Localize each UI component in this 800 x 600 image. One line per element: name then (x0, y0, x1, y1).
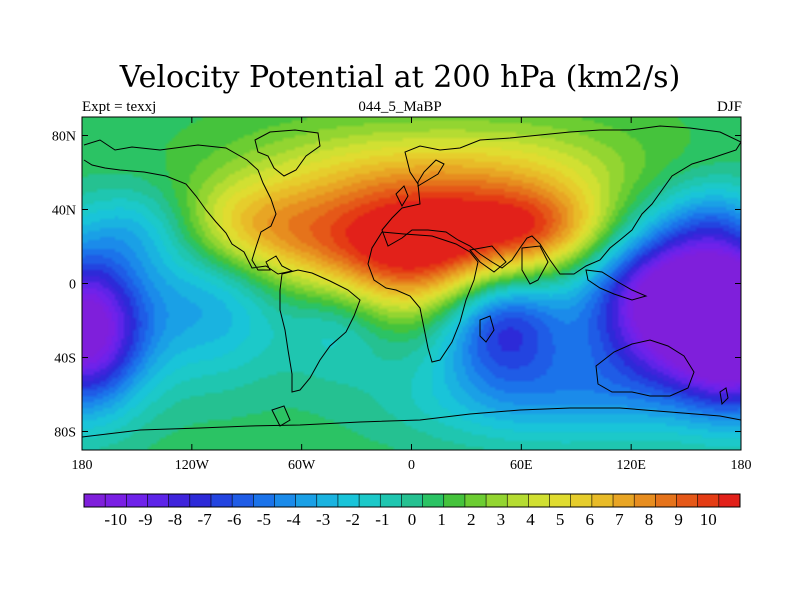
colorbar-swatch (634, 494, 656, 507)
lat-tick-label: 40S (54, 352, 76, 367)
colorbar-label: -4 (286, 510, 301, 529)
colorbar-swatch (613, 494, 635, 507)
coastline-africa (367, 231, 479, 363)
colorbar-swatch (105, 494, 127, 507)
colorbar-swatch (253, 494, 275, 507)
colorbar-swatch (464, 494, 487, 507)
colorbar-label: -7 (198, 510, 213, 529)
colorbar-label: -8 (168, 510, 182, 529)
colorbar-swatch (232, 494, 254, 507)
colorbar-swatch (549, 494, 572, 507)
coastlines (82, 125, 741, 438)
coastline-north-america (83, 139, 294, 275)
coastline-madagascar (479, 315, 495, 343)
colorbar-label: -5 (257, 510, 271, 529)
page-title: Velocity Potential at 200 hPa (km2/s) (119, 60, 681, 95)
colorbar-swatch (168, 494, 191, 507)
lon-tick-label: 0 (408, 458, 415, 473)
colorbar-label: 5 (556, 510, 565, 529)
colorbar-label: -10 (104, 510, 127, 529)
lat-tick-label: 0 (69, 278, 76, 293)
colorbar-swatch (486, 494, 508, 507)
colorbar-label: 7 (615, 510, 624, 529)
coastline-arabia (469, 245, 507, 273)
colorbar-label: 1 (437, 510, 446, 529)
colorbar-label: 2 (467, 510, 476, 529)
lat-tick-label: 80S (54, 426, 76, 441)
colorbar-swatch (655, 494, 677, 507)
colorbar-label: -2 (346, 510, 360, 529)
coastline-antarctic-peninsula (271, 405, 291, 427)
colorbar-label: 4 (526, 510, 535, 529)
colorbar-label: 3 (497, 510, 506, 529)
map-axes: 180 120W 60W 0 60E 120E 180 80N 40N 0 40S 80S (52, 117, 752, 473)
coastline-indonesia (585, 269, 648, 301)
colorbar-label: 6 (586, 510, 595, 529)
lon-tick-label: 180 (731, 458, 752, 473)
coastline-india (521, 245, 549, 285)
colorbar-swatch (528, 494, 550, 507)
colorbar-swatch (337, 494, 360, 507)
colorbar-swatch (401, 494, 423, 507)
colorbar-label: 8 (645, 510, 654, 529)
experiment-label: Expt = texxj (82, 99, 157, 115)
coastline-south-america (279, 269, 361, 393)
lat-tick-label: 40N (52, 204, 76, 219)
lon-tick-label: 180 (72, 458, 93, 473)
colorbar-swatch (380, 494, 402, 507)
colorbar-label: 9 (674, 510, 683, 529)
colorbar-swatch (718, 494, 741, 507)
season-label: DJF (716, 99, 742, 115)
colorbar-swatch (507, 494, 529, 507)
colorbar-swatch (189, 494, 212, 507)
colorbar-label: -1 (375, 510, 389, 529)
colorbar-label: -6 (227, 510, 241, 529)
coastline-antarctica (82, 407, 741, 438)
colorbar-swatch (147, 494, 169, 507)
lon-tick-label: 120W (175, 458, 210, 473)
colorbar: -10 -9 -8 -7 -6 -5 -4 -3 -2 -1 0 1 2 3 4 5 6 7 8 9 10 (83, 493, 741, 529)
colorbar-swatch (126, 494, 148, 507)
colorbar-swatch (84, 494, 106, 507)
colorbar-swatch (591, 494, 614, 507)
lon-tick-label: 60W (288, 458, 316, 473)
coastline-australia (595, 339, 695, 397)
velocity-potential-field (82, 117, 741, 450)
colorbar-swatch (295, 494, 318, 507)
colorbar-swatch (210, 494, 233, 507)
colorbar-swatch (570, 494, 593, 507)
colorbar-swatch (443, 494, 466, 507)
case-label: 044_5_MaBP (358, 99, 442, 115)
colorbar-label: 10 (700, 510, 717, 529)
colorbar-swatch (359, 494, 381, 507)
colorbar-swatch (697, 494, 720, 507)
coastline-new-zealand (719, 387, 729, 406)
colorbar-label: -9 (138, 510, 152, 529)
colorbar-swatch (676, 494, 698, 507)
coastline-british-isles (395, 185, 409, 208)
colorbar-label: 0 (408, 510, 417, 529)
lon-tick-label: 60E (510, 458, 533, 473)
coastline-greenland (254, 129, 321, 177)
colorbar-swatch (422, 494, 445, 507)
coastline-eurasia (381, 125, 741, 275)
colorbar-swatch (316, 494, 339, 507)
lon-tick-label: 120E (616, 458, 646, 473)
lat-tick-label: 80N (52, 130, 76, 145)
colorbar-label: -3 (316, 510, 330, 529)
coastline-scandinavia (417, 159, 445, 187)
colorbar-swatch (274, 494, 296, 507)
colorbar-outline (83, 493, 741, 508)
